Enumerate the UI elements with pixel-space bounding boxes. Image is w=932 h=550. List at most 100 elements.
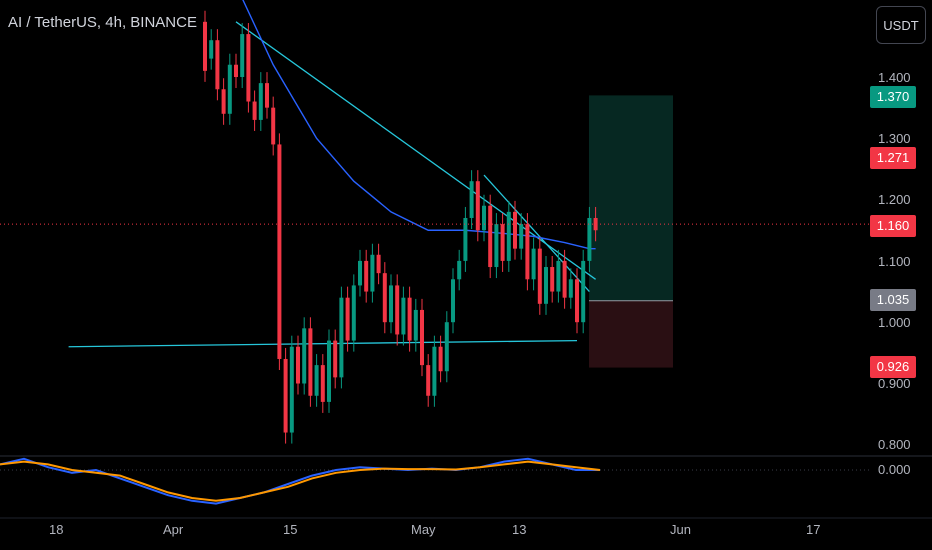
candle: [426, 365, 431, 396]
candle: [296, 346, 300, 384]
loss-zone: [589, 300, 673, 368]
candle: [413, 309, 418, 341]
moving-average: [242, 0, 596, 250]
candle: [432, 346, 437, 396]
candle: [252, 101, 257, 120]
candle: [221, 89, 226, 114]
candle: [345, 297, 350, 341]
trendlines[interactable]: [68, 21, 596, 348]
candle: [320, 365, 325, 402]
time-label: 17: [806, 522, 821, 537]
candle: [525, 224, 530, 280]
candle: [544, 267, 548, 304]
candle: [562, 260, 567, 298]
stop-price-tag[interactable]: 0.926: [870, 356, 916, 378]
candle: [370, 254, 375, 292]
candle: [488, 205, 493, 268]
price-tick: 1.000: [878, 315, 911, 330]
candle: [364, 260, 369, 292]
signal-line: [0, 460, 601, 502]
candle: [382, 273, 387, 323]
candle: [494, 224, 499, 268]
candle: [482, 205, 486, 231]
long-position-tool[interactable]: [589, 95, 673, 368]
candle: [333, 340, 338, 378]
price-tick: 1.300: [878, 131, 911, 146]
candle: [568, 279, 573, 298]
candle: [451, 279, 455, 323]
candle: [327, 340, 331, 402]
candle: [463, 217, 468, 261]
candle: [209, 40, 214, 59]
time-label: 15: [283, 522, 298, 537]
candle: [407, 297, 412, 341]
candle: [358, 260, 362, 286]
candle: [537, 248, 542, 304]
candle: [395, 285, 400, 335]
candle: [227, 64, 232, 114]
price-tick: 1.100: [878, 254, 911, 269]
candle: [339, 297, 344, 378]
entry-price-tag[interactable]: 1.035: [870, 289, 916, 311]
price-tick: 0.800: [878, 437, 911, 452]
candle: [531, 248, 536, 280]
candle: [469, 181, 474, 218]
profit-zone: [589, 95, 673, 301]
candle: [389, 285, 393, 323]
candle: [506, 211, 511, 261]
candle: [283, 358, 288, 433]
candle: [475, 181, 480, 231]
candle: [513, 211, 517, 249]
macd-line: [0, 457, 600, 505]
trendline: [483, 174, 590, 292]
candle: [258, 83, 263, 120]
candles: [203, 10, 598, 444]
price-tick: 1.400: [878, 70, 911, 85]
candle: [246, 34, 251, 102]
trendline: [68, 339, 578, 348]
level-price-tag[interactable]: 1.271: [870, 147, 916, 169]
candle: [215, 40, 220, 90]
candle: [376, 254, 381, 274]
candle: [593, 217, 598, 231]
candle: [234, 64, 238, 77]
price-tick: 0.900: [878, 376, 911, 391]
candle: [271, 107, 276, 145]
time-label: Apr: [163, 522, 184, 537]
time-label: 18: [49, 522, 64, 537]
candle: [308, 328, 313, 396]
candle: [314, 365, 319, 396]
candle: [457, 260, 462, 280]
candle: [277, 144, 282, 359]
candle: [420, 309, 424, 366]
candle: [289, 346, 294, 433]
last-price-tag: 1.160: [870, 215, 916, 237]
oscillator-pane: [0, 455, 932, 505]
time-label: May: [411, 522, 436, 537]
candle: [581, 260, 586, 323]
candle: [519, 224, 524, 249]
candle: [575, 279, 579, 323]
candle: [240, 34, 245, 77]
trendline: [235, 21, 596, 280]
candle: [550, 267, 555, 292]
candle: [351, 285, 356, 341]
candle: [203, 21, 207, 71]
time-label: Jun: [670, 522, 691, 537]
currency-button[interactable]: USDT: [876, 6, 926, 44]
candle: [302, 328, 307, 384]
candle: [265, 83, 269, 108]
symbol-title[interactable]: AI / TetherUS, 4h, BINANCE: [8, 14, 197, 31]
candle: [401, 297, 406, 335]
moving-average-line: [242, 0, 596, 250]
candle: [556, 260, 561, 292]
candle: [438, 346, 443, 372]
oscillator-zero-label: 0.000: [878, 462, 911, 477]
candle: [500, 224, 505, 261]
time-label: 13: [512, 522, 527, 537]
target-price-tag[interactable]: 1.370: [870, 86, 916, 108]
price-tick: 1.200: [878, 192, 911, 207]
candle: [444, 322, 449, 372]
candle: [587, 217, 592, 261]
